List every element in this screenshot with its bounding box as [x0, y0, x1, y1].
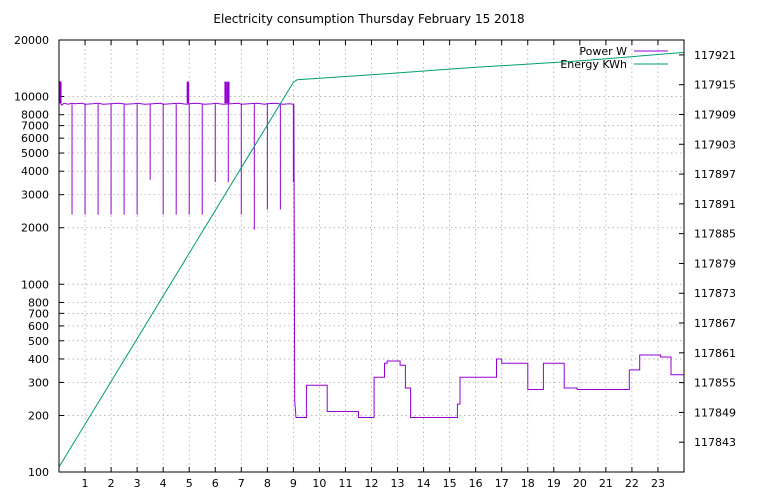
x-tick-label: 18 [521, 477, 535, 490]
y-left-tick-label: 600 [28, 320, 49, 333]
y-right-tick-label: 117873 [694, 287, 736, 300]
power-w-line [59, 81, 684, 418]
x-tick-label: 3 [134, 477, 141, 490]
y-left-tick-label: 20000 [14, 34, 49, 47]
axis-ticks: 1 2 3 4 5 6 7 8 9 10 11 12 13 14 15 16 17 18 19 20 21 22 23100… [14, 34, 736, 490]
x-tick-label: 16 [469, 477, 483, 490]
y-right-tick-label: 117909 [694, 108, 736, 121]
x-tick-label: 6 [212, 477, 219, 490]
y-left-tick-label: 10000 [14, 91, 49, 104]
x-tick-label: 12 [365, 477, 379, 490]
y-right-tick-label: 117903 [694, 138, 736, 151]
y-left-tick-label: 500 [28, 335, 49, 348]
y-left-tick-label: 3000 [21, 189, 49, 202]
x-tick-label: 21 [599, 477, 613, 490]
x-tick-label: 15 [443, 477, 457, 490]
x-tick-label: 8 [264, 477, 271, 490]
y-left-tick-label: 7000 [21, 120, 49, 133]
y-left-tick-label: 6000 [21, 132, 49, 145]
y-left-tick-label: 8000 [21, 109, 49, 122]
x-tick-label: 13 [391, 477, 405, 490]
energy-kwh-line [58, 51, 685, 468]
x-tick-label: 10 [312, 477, 326, 490]
x-tick-label: 2 [108, 477, 115, 490]
x-tick-label: 7 [238, 477, 245, 490]
series-group [58, 51, 685, 468]
y-right-tick-label: 117915 [694, 79, 736, 92]
y-left-tick-label: 700 [28, 307, 49, 320]
y-right-tick-label: 117885 [694, 228, 736, 241]
legend-label-energy: Energy KWh [560, 58, 627, 71]
x-tick-label: 11 [338, 477, 352, 490]
y-left-tick-label: 100 [28, 466, 49, 479]
grid [59, 39, 684, 473]
x-tick-label: 22 [625, 477, 639, 490]
y-right-tick-label: 117855 [694, 377, 736, 390]
chart-title: Electricity consumption Thursday Februar… [213, 12, 524, 26]
y-left-tick-label: 200 [28, 409, 49, 422]
x-tick-label: 17 [495, 477, 509, 490]
y-left-tick-label: 300 [28, 376, 49, 389]
y-right-tick-label: 117891 [694, 198, 736, 211]
y-left-tick-label: 800 [28, 296, 49, 309]
y-right-tick-label: 117921 [694, 49, 736, 62]
y-right-tick-label: 117843 [694, 436, 736, 449]
x-tick-label: 5 [186, 477, 193, 490]
y-left-tick-label: 2000 [21, 222, 49, 235]
y-right-tick-label: 117861 [694, 347, 736, 360]
x-tick-label: 4 [160, 477, 167, 490]
x-tick-label: 9 [290, 477, 297, 490]
y-right-tick-label: 117849 [694, 406, 736, 419]
y-right-tick-label: 117867 [694, 317, 736, 330]
x-tick-label: 19 [547, 477, 561, 490]
y-left-tick-label: 1000 [21, 278, 49, 291]
y-right-tick-label: 117879 [694, 257, 736, 270]
legend: Power W Energy KWh [560, 45, 668, 71]
legend-label-power: Power W [579, 45, 627, 58]
y-left-tick-label: 400 [28, 353, 49, 366]
x-tick-label: 1 [82, 477, 89, 490]
y-left-tick-label: 5000 [21, 147, 49, 160]
x-tick-label: 23 [651, 477, 665, 490]
x-tick-label: 14 [417, 477, 431, 490]
y-right-tick-label: 117897 [694, 168, 736, 181]
y-left-tick-label: 4000 [21, 165, 49, 178]
plot-frame [58, 39, 685, 473]
x-tick-label: 20 [573, 477, 587, 490]
